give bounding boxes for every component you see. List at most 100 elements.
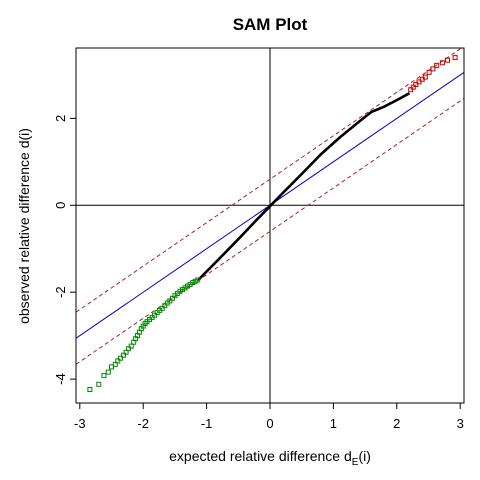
lower-band-line	[76, 97, 464, 365]
data-point	[426, 69, 432, 75]
data-point	[343, 132, 346, 135]
data-point	[121, 352, 126, 358]
data-point	[203, 273, 206, 276]
data-point	[87, 387, 93, 392]
data-point	[278, 195, 281, 198]
y-axis-title: observed relative difference d(i)	[16, 128, 32, 324]
data-point	[251, 223, 254, 226]
data-point	[262, 211, 265, 214]
data-point	[376, 108, 379, 111]
data-point	[353, 124, 355, 127]
x-axis-title-tail: (i)	[358, 448, 370, 464]
data-point	[213, 262, 216, 265]
x-tick-label: -2	[137, 416, 149, 431]
data-point	[269, 205, 271, 208]
x-tick-label: -3	[74, 416, 86, 431]
data-point	[430, 66, 436, 72]
data-point	[115, 358, 121, 364]
data-point	[281, 192, 284, 195]
y-axis: -4 -2 0 2	[53, 115, 77, 385]
data-point	[413, 82, 419, 87]
series-significant-negative	[87, 277, 201, 392]
x-axis-title-subscript: E	[352, 457, 359, 468]
data-point	[373, 109, 376, 112]
data-point	[198, 278, 200, 281]
data-point	[324, 149, 327, 152]
data-point	[232, 243, 235, 246]
data-point	[256, 218, 259, 221]
data-point	[357, 120, 360, 123]
data-point	[338, 136, 341, 139]
data-point	[416, 79, 422, 85]
data-point	[159, 305, 165, 311]
y-tick-label: 2	[53, 115, 68, 122]
data-point	[315, 158, 317, 161]
y-tick-label: -2	[53, 286, 68, 298]
data-point	[367, 113, 370, 116]
data-point	[402, 95, 405, 98]
x-tick-label: 1	[330, 416, 337, 431]
data-point	[101, 373, 107, 379]
data-point	[310, 163, 313, 166]
data-point	[379, 107, 382, 109]
chart-title: SAM Plot	[233, 15, 308, 34]
data-point	[195, 277, 201, 283]
data-point	[117, 355, 123, 361]
data-point	[364, 115, 367, 118]
data-point	[386, 104, 389, 106]
data-point	[395, 99, 398, 102]
x-axis: -3 -2 -1 0 1 2 3	[74, 402, 464, 431]
data-point	[434, 62, 440, 68]
y-tick-label: -4	[53, 373, 68, 385]
data-points	[87, 55, 458, 392]
data-point	[259, 214, 262, 217]
plot-area	[76, 48, 464, 403]
reference-lines	[76, 48, 464, 403]
data-point	[275, 198, 278, 201]
x-tick-label: 0	[266, 416, 273, 431]
data-point	[295, 177, 298, 180]
x-axis-title-main: expected relative difference d	[169, 448, 352, 464]
data-point	[392, 100, 395, 103]
data-point	[272, 201, 275, 204]
x-tick-label: -1	[201, 416, 213, 431]
data-point	[305, 168, 308, 171]
x-axis-title: expected relative difference dE(i)	[169, 448, 371, 468]
data-point	[360, 118, 363, 121]
data-point	[383, 105, 386, 108]
data-point	[408, 87, 414, 93]
data-point	[329, 145, 332, 147]
data-point	[242, 233, 245, 236]
data-point	[265, 208, 268, 211]
data-point	[223, 252, 225, 255]
series-non-significant	[198, 92, 411, 281]
data-point	[208, 268, 211, 270]
data-point	[334, 140, 336, 143]
data-point	[405, 93, 408, 96]
data-point	[319, 153, 322, 156]
data-point	[109, 364, 114, 370]
data-point	[152, 312, 158, 318]
data-point	[126, 346, 132, 352]
data-point	[286, 187, 289, 190]
data-point	[227, 248, 230, 250]
data-point	[218, 257, 221, 260]
data-point	[348, 128, 351, 131]
data-point	[422, 74, 428, 80]
data-point	[167, 298, 173, 304]
data-point	[452, 55, 458, 61]
data-point	[389, 102, 392, 105]
data-point	[105, 369, 111, 375]
series-significant-positive	[408, 55, 458, 93]
data-point	[246, 228, 249, 231]
data-point	[399, 97, 401, 100]
data-point	[300, 173, 303, 175]
upper-band-line	[76, 48, 463, 313]
data-point	[439, 60, 445, 66]
data-point	[123, 349, 129, 355]
x-tick-label: 2	[393, 416, 400, 431]
data-point	[291, 182, 294, 185]
data-point	[237, 238, 240, 241]
x-tick-label: 3	[457, 416, 464, 431]
